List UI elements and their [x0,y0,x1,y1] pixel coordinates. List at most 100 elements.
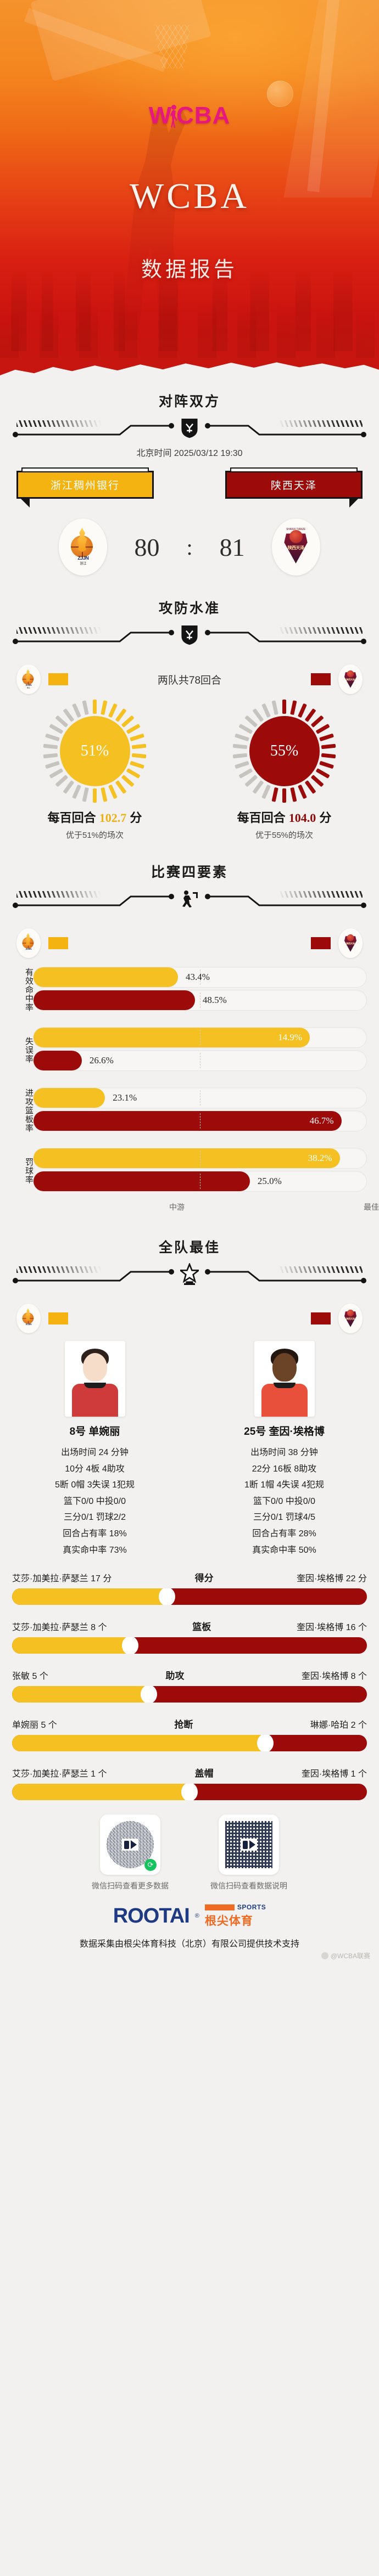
gauge-tick [121,774,135,787]
leader-row: 艾莎·加美拉·萨瑟兰 8 个 篮板 奎因·埃格博 16 个 [12,1619,367,1654]
away-team-logo: SHANXI TIANZE 陕西天泽 [271,518,320,576]
gauge-tick [130,760,144,769]
away-bar-fill [34,1051,82,1070]
page-title: WCBA [130,176,249,216]
logo-wordmark: ZJJN [77,555,89,561]
leader-knob [122,1637,139,1654]
shaanxi-logo-icon: 陕西天泽 [343,669,358,689]
leader-home-text: 艾莎·加美拉·萨瑟兰 17 分 [12,1574,112,1583]
rating-prefix: 每百回合 [47,811,96,825]
leader-home-text: 单婉丽 5 个 [12,1720,57,1730]
wechat-qr-icon[interactable] [219,1814,279,1875]
logo-wordmark: 陕西天泽 [346,678,355,681]
score-separator: : [186,534,193,560]
leader-home-fill [12,1686,149,1703]
logo-wordmark: ZJJN [25,1322,32,1326]
gauge-tick [310,715,324,728]
player-stat-line-1: 10分 4板 4助攻 [65,1464,125,1474]
away-bar-track: 48.5% [33,990,367,1011]
leader-knob [257,1735,274,1752]
leader-row: 艾莎·加美拉·萨瑟兰 17 分 得分 奎因·埃格博 22 分 [12,1570,367,1605]
qr-caption: 微信扫码查看更多数据 [92,1881,169,1891]
leader-bar [12,1784,367,1801]
section-title: 攻防水准 [158,601,220,616]
leader-home-fill [12,1735,266,1752]
factor-label: 有效命中率 [24,968,34,1012]
section-title: 对阵双方 [158,394,220,409]
section-header-matchup: 对阵双方 [0,388,379,448]
logo-wordmark: 陕西天泽 [346,942,355,945]
home-bar-track: 38.2% [33,1148,367,1169]
gauge-tick [290,700,297,715]
leader-away-text: 奎因·埃格博 22 分 [296,1574,367,1583]
shaanxi-logo-icon: 陕西天泽 [343,1309,358,1328]
home-rating-gauge: 51% 每百回合 102.7 分 优于51%的场次 [26,700,164,841]
player-usage: 回合占有率 28% [252,1529,316,1538]
home-bar-fill [34,1088,105,1108]
leader-row: 艾莎·加美拉·萨瑟兰 1 个 盖帽 奎因·埃格博 1 个 [12,1766,367,1801]
gauge-tick [232,743,248,749]
rating-value: 104.0 [288,811,316,825]
away-bar-fill [34,990,195,1010]
logo-wordmark: 陕西天泽 [287,545,305,550]
ribbon-tail-decor [349,499,358,508]
home-legend: ZJJN [16,928,68,958]
away-score: 81 [219,533,245,561]
gauge-tick [93,788,97,803]
leader-away-text: 琳娜·哈珀 2 个 [310,1720,367,1730]
divider-line-icon [13,630,366,644]
leader-category: 助攻 [165,1671,185,1682]
away-team-logo: 陕西天泽 [338,928,363,958]
divider-line-icon [13,423,366,437]
crowd-silhouette-decor [0,253,379,358]
gauge-tick [261,784,271,799]
gauge-tick [115,780,127,794]
weibo-watermark: @WCBA联赛 [321,1951,370,1960]
factor-label: 失误率 [24,1037,34,1063]
qr-item-more-data[interactable]: ⟳ 微信扫码查看更多数据 [92,1814,169,1891]
gauge-tick [121,715,135,728]
leader-category: 得分 [194,1573,214,1584]
gauge-tick [261,703,271,718]
gauge-tick [271,787,278,802]
leader-home-text: 艾莎·加美拉·萨瑟兰 1 个 [12,1769,107,1779]
section-divider [12,419,367,441]
away-legend: 陕西天泽 [311,928,363,958]
section-divider [12,625,367,648]
four-factors-chart: 有效命中率 43.4% 48.5% 失误率 14.9% 26.6% 进攻篮板率 23.1% 46… [0,960,379,1194]
gauge-tick [93,700,97,714]
gauge-tick [321,743,336,749]
ribbon-tail-decor [21,499,30,508]
wechat-miniprogram-qr-icon[interactable]: ⟳ [100,1814,160,1875]
flame-icon [25,1308,31,1321]
player-true-shooting: 真实命中率 73% [63,1545,127,1555]
leader-head: 艾莎·加美拉·萨瑟兰 8 个 篮板 奎因·埃格博 16 个 [12,1619,367,1633]
factor-label: 罚球率 [24,1158,34,1184]
watermark-text: @WCBA联赛 [330,1952,370,1960]
gauge-percent: 55% [249,716,320,786]
gauge-tick [43,753,58,759]
logo-wordmark: 陕西天泽 [346,1317,355,1321]
home-score: 80 [134,533,160,561]
gauge-ticks [43,700,147,803]
home-team-logo: ZJJN [16,1304,41,1333]
qr-item-data-doc[interactable]: 微信扫码查看数据说明 [210,1814,287,1891]
away-legend: 陕西天泽 [310,664,363,694]
category-leaders: 艾莎·加美拉·萨瑟兰 17 分 得分 奎因·埃格博 22 分艾莎·加美拉·萨瑟兰 8… [0,1567,379,1801]
home-bar-track: 23.1% [33,1087,367,1108]
trophy-star-icon [180,1263,199,1285]
legend-row-players: ZJJN 陕西天泽 [0,1301,379,1335]
gauge-tick [55,715,69,728]
section-title: 全队最佳 [158,1240,220,1255]
leader-row: 单婉丽 5 个 抢断 琳娜·哈珀 2 个 [12,1717,367,1752]
leader-bar [12,1735,367,1752]
flame-icon [25,669,31,682]
player-stat-line-2: 1断 1帽 4失误 4犯规 [244,1480,324,1490]
gauge-tick [72,703,82,718]
legend-row-factors: ZJJN 陕西天泽 [0,926,379,960]
gauge-percent: 51% [59,716,130,786]
hatch-right-decor [277,627,363,634]
home-legend: ZJJN [16,1304,68,1333]
home-team-logo: ZJJN [16,928,41,958]
home-bar-fill [34,1148,340,1168]
